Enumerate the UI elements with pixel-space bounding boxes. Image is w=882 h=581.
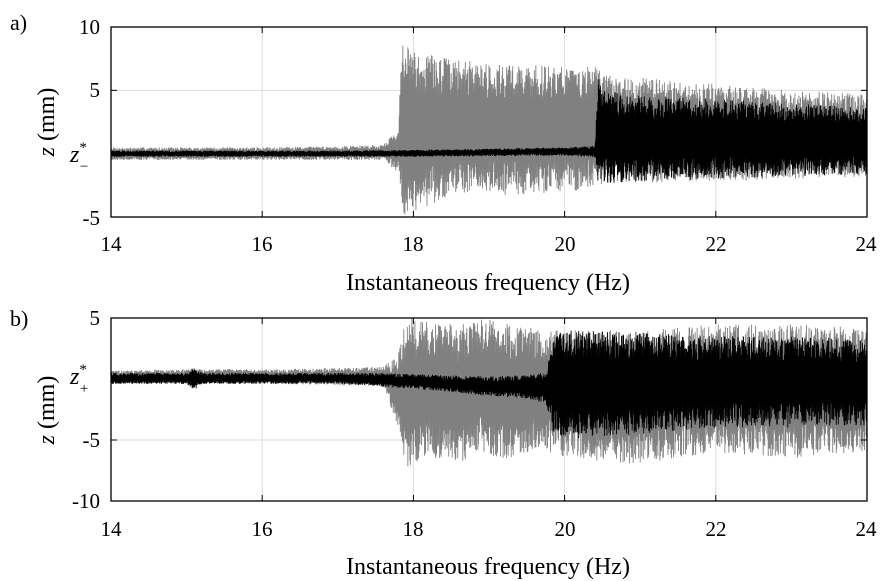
axes-frame bbox=[110, 317, 868, 502]
y-tick-label: -10 bbox=[72, 489, 100, 513]
y-tick-label: 5 bbox=[90, 78, 101, 102]
backward-sweep-series bbox=[110, 79, 868, 183]
y-axis-label: z(mm) bbox=[34, 88, 60, 158]
x-tick-label: 14 bbox=[101, 517, 123, 541]
tick-marks bbox=[110, 26, 868, 218]
y-tick-label: -5 bbox=[83, 428, 101, 452]
x-axis-label: Instantaneous frequency (Hz) bbox=[346, 554, 630, 580]
y-tick-label: 5 bbox=[90, 306, 101, 330]
backward-sweep-series bbox=[110, 330, 868, 439]
x-tick-label: 16 bbox=[252, 232, 273, 256]
tick-marks bbox=[110, 317, 868, 502]
x-axis-label: Instantaneous frequency (Hz) bbox=[346, 270, 630, 296]
data-series bbox=[110, 45, 868, 215]
x-tick-label: 18 bbox=[403, 232, 424, 256]
data-series bbox=[110, 318, 868, 467]
x-tick-label: 22 bbox=[706, 232, 727, 256]
x-tick-label: 14 bbox=[101, 232, 123, 256]
panel-a: a) 14 16 18 20 22 24 10 5 -5 z* − Instant… bbox=[10, 10, 877, 296]
x-tick-label: 20 bbox=[555, 232, 576, 256]
panel-b: b) 14 16 18 20 22 24 5 -5 -10 z* + Instan… bbox=[10, 306, 877, 580]
axes-frame bbox=[110, 26, 868, 218]
z-star-minus-tick: z* − bbox=[69, 140, 88, 175]
y-tick-label: 10 bbox=[79, 15, 100, 39]
x-tick-label: 22 bbox=[706, 517, 727, 541]
x-tick-label: 16 bbox=[252, 517, 273, 541]
x-tick-label: 18 bbox=[403, 517, 424, 541]
x-tick-label: 24 bbox=[856, 517, 878, 541]
y-axis-label: z(mm) bbox=[34, 376, 60, 446]
y-tick-label: -5 bbox=[83, 206, 101, 230]
z-star-plus-tick: z* + bbox=[69, 362, 88, 397]
panel-label: a) bbox=[10, 10, 27, 35]
x-tick-label: 24 bbox=[856, 232, 878, 256]
forward-sweep-series bbox=[110, 318, 868, 467]
x-tick-label: 20 bbox=[555, 517, 576, 541]
panel-label: b) bbox=[10, 306, 28, 331]
